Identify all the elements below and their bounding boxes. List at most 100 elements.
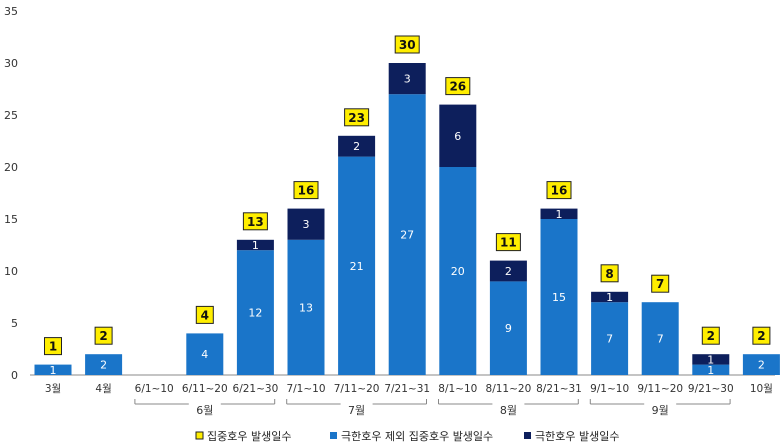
total-label: 8 bbox=[605, 267, 613, 281]
segment-label: 3 bbox=[404, 73, 411, 86]
y-tick-label: 5 bbox=[11, 317, 18, 330]
y-tick-label: 0 bbox=[11, 369, 18, 382]
total-label-box bbox=[195, 305, 214, 324]
x-tick-label: 8/21~31 bbox=[536, 383, 582, 395]
bar-segment-excl-extreme bbox=[540, 219, 578, 375]
x-tick-label: 7/1~10 bbox=[286, 383, 325, 395]
month-label: 8월 bbox=[500, 404, 517, 417]
total-label: 16 bbox=[551, 184, 568, 198]
total-label-box bbox=[546, 181, 572, 200]
y-tick-label: 25 bbox=[4, 109, 18, 122]
legend: 집중호우 발생일수 극한호우 제외 집중호우 발생일수 극한호우 발생일수 bbox=[195, 429, 619, 443]
bar-segment-excl-extreme bbox=[388, 94, 426, 375]
month-label: 9월 bbox=[652, 404, 669, 417]
bar-segment-excl-extreme bbox=[236, 250, 274, 375]
bar-segment-extreme bbox=[489, 260, 527, 282]
segment-label: 1 bbox=[50, 364, 57, 377]
y-tick-label: 30 bbox=[4, 57, 18, 70]
x-tick-label: 6/21~30 bbox=[233, 383, 279, 395]
segment-label: 1 bbox=[606, 291, 613, 304]
segment-label: 6 bbox=[454, 130, 461, 143]
month-groups: 6월 7월 8월 9월 bbox=[134, 399, 731, 417]
x-tick-label: 9/11~20 bbox=[637, 383, 683, 395]
x-tick-label: 8/1~10 bbox=[438, 383, 477, 395]
total-label-box bbox=[600, 264, 619, 283]
x-tick-label: 10월 bbox=[750, 383, 773, 395]
total-label-box bbox=[242, 212, 268, 231]
segment-label: 1 bbox=[556, 208, 563, 221]
month-label: 7월 bbox=[348, 404, 365, 417]
segment-label: 1 bbox=[252, 239, 259, 252]
total-label-box bbox=[445, 77, 471, 96]
bar-segment-excl-extreme bbox=[591, 302, 629, 375]
segment-label: 7 bbox=[657, 333, 664, 346]
y-tick-label: 15 bbox=[4, 213, 18, 226]
total-label-box bbox=[344, 108, 370, 127]
bar-segment-extreme bbox=[236, 239, 274, 251]
legend-label: 집중호우 발생일수 bbox=[207, 429, 291, 443]
bar-segment-excl-extreme bbox=[85, 354, 123, 375]
x-tick-label: 6/11~20 bbox=[182, 383, 228, 395]
bar-segment-extreme bbox=[287, 208, 325, 240]
segment-label: 13 bbox=[299, 301, 313, 314]
total-label: 2 bbox=[757, 329, 765, 343]
total-label-box bbox=[293, 181, 319, 200]
legend-swatch bbox=[524, 432, 531, 439]
bar-segment-excl-extreme bbox=[742, 354, 780, 375]
bar-segment-excl-extreme bbox=[439, 167, 477, 375]
x-tick-label: 4월 bbox=[95, 383, 111, 395]
total-label: 23 bbox=[348, 111, 365, 125]
total-label: 2 bbox=[707, 329, 715, 343]
segment-label: 2 bbox=[100, 359, 107, 372]
y-tick-label: 20 bbox=[4, 161, 18, 174]
x-tick-label: 7/11~20 bbox=[334, 383, 380, 395]
bar-segment-excl-extreme bbox=[692, 364, 730, 375]
segment-label: 21 bbox=[350, 260, 364, 273]
segment-label: 12 bbox=[248, 307, 262, 320]
bar-segment-excl-extreme bbox=[338, 156, 376, 375]
segment-label: 20 bbox=[451, 265, 465, 278]
total-label: 1 bbox=[49, 340, 57, 354]
bar-segment-extreme bbox=[692, 354, 730, 365]
total-label: 2 bbox=[99, 329, 107, 343]
total-label-box bbox=[394, 35, 420, 54]
x-tick-label: 7/21~31 bbox=[384, 383, 430, 395]
segment-label: 2 bbox=[353, 140, 360, 153]
total-label: 26 bbox=[449, 80, 466, 94]
total-label-box bbox=[495, 233, 521, 252]
legend-label: 극한호우 제외 집중호우 발생일수 bbox=[341, 429, 493, 443]
segment-label: 2 bbox=[505, 265, 512, 278]
segment-label: 4 bbox=[201, 348, 208, 361]
bar-segment-extreme bbox=[591, 291, 629, 303]
segment-label: 15 bbox=[552, 291, 566, 304]
segment-label: 3 bbox=[303, 218, 310, 231]
bar-segment-extreme bbox=[338, 135, 376, 157]
bar-segment-excl-extreme bbox=[34, 364, 72, 375]
x-tick-label: 8/11~20 bbox=[486, 383, 532, 395]
x-tick-label: 6/1~10 bbox=[135, 383, 174, 395]
total-label-box bbox=[651, 274, 670, 293]
x-tick-label: 3월 bbox=[45, 383, 61, 395]
bar-segment-excl-extreme bbox=[287, 239, 325, 375]
total-label: 13 bbox=[247, 215, 264, 229]
segment-label: 2 bbox=[758, 359, 765, 372]
total-label: 16 bbox=[298, 184, 315, 198]
bar-segment-excl-extreme bbox=[489, 281, 527, 375]
segment-label: 1 bbox=[707, 353, 714, 366]
y-tick-label: 35 bbox=[4, 5, 18, 18]
x-axis: 3월 4월 6/1~10 6/11~20 6/21~30 7/1~10 7/11~20 7/2… bbox=[45, 383, 773, 395]
y-tick-label: 10 bbox=[4, 265, 18, 278]
bar-segment-extreme bbox=[439, 104, 477, 167]
x-tick-label: 9/1~10 bbox=[590, 383, 629, 395]
bar-segment-excl-extreme bbox=[186, 333, 224, 375]
bar-segment-extreme bbox=[388, 63, 426, 95]
segment-label: 1 bbox=[707, 364, 714, 377]
total-label-box bbox=[701, 326, 720, 345]
total-label: 11 bbox=[500, 236, 517, 250]
total-label: 7 bbox=[656, 277, 664, 291]
bar-segment-excl-extreme bbox=[641, 302, 679, 375]
total-label: 30 bbox=[399, 38, 416, 52]
total-label-box bbox=[94, 326, 113, 345]
